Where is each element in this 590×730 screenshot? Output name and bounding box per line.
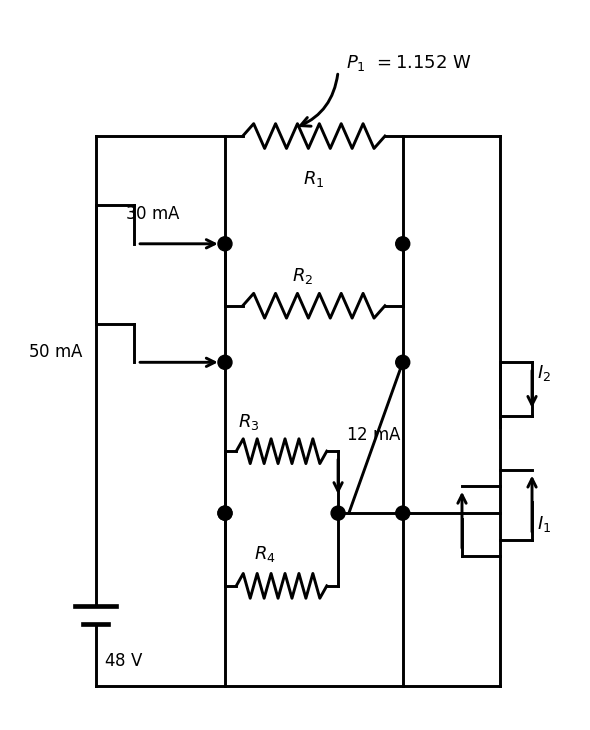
Circle shape (218, 506, 232, 520)
Text: $R_1$: $R_1$ (303, 169, 324, 189)
Text: $I_2$: $I_2$ (537, 363, 552, 383)
Circle shape (218, 506, 232, 520)
Text: $P_1$: $P_1$ (346, 53, 366, 73)
Text: $50\ \mathrm{mA}$: $50\ \mathrm{mA}$ (28, 342, 84, 361)
Text: $I_1$: $I_1$ (537, 514, 552, 534)
Circle shape (218, 356, 232, 369)
Text: $R_3$: $R_3$ (238, 412, 260, 431)
Text: $R_4$: $R_4$ (254, 544, 276, 564)
Circle shape (218, 237, 232, 251)
Circle shape (331, 506, 345, 520)
Circle shape (396, 237, 409, 251)
Text: $48\ \mathrm{V}$: $48\ \mathrm{V}$ (104, 653, 143, 670)
Text: $30\ \mathrm{mA}$: $30\ \mathrm{mA}$ (125, 205, 181, 223)
Text: $=1.152\ \mathrm{W}$: $=1.152\ \mathrm{W}$ (373, 54, 472, 72)
Text: $R_2$: $R_2$ (293, 266, 314, 286)
Circle shape (396, 506, 409, 520)
Text: $12\ \mathrm{mA}$: $12\ \mathrm{mA}$ (346, 426, 402, 444)
Circle shape (396, 356, 409, 369)
